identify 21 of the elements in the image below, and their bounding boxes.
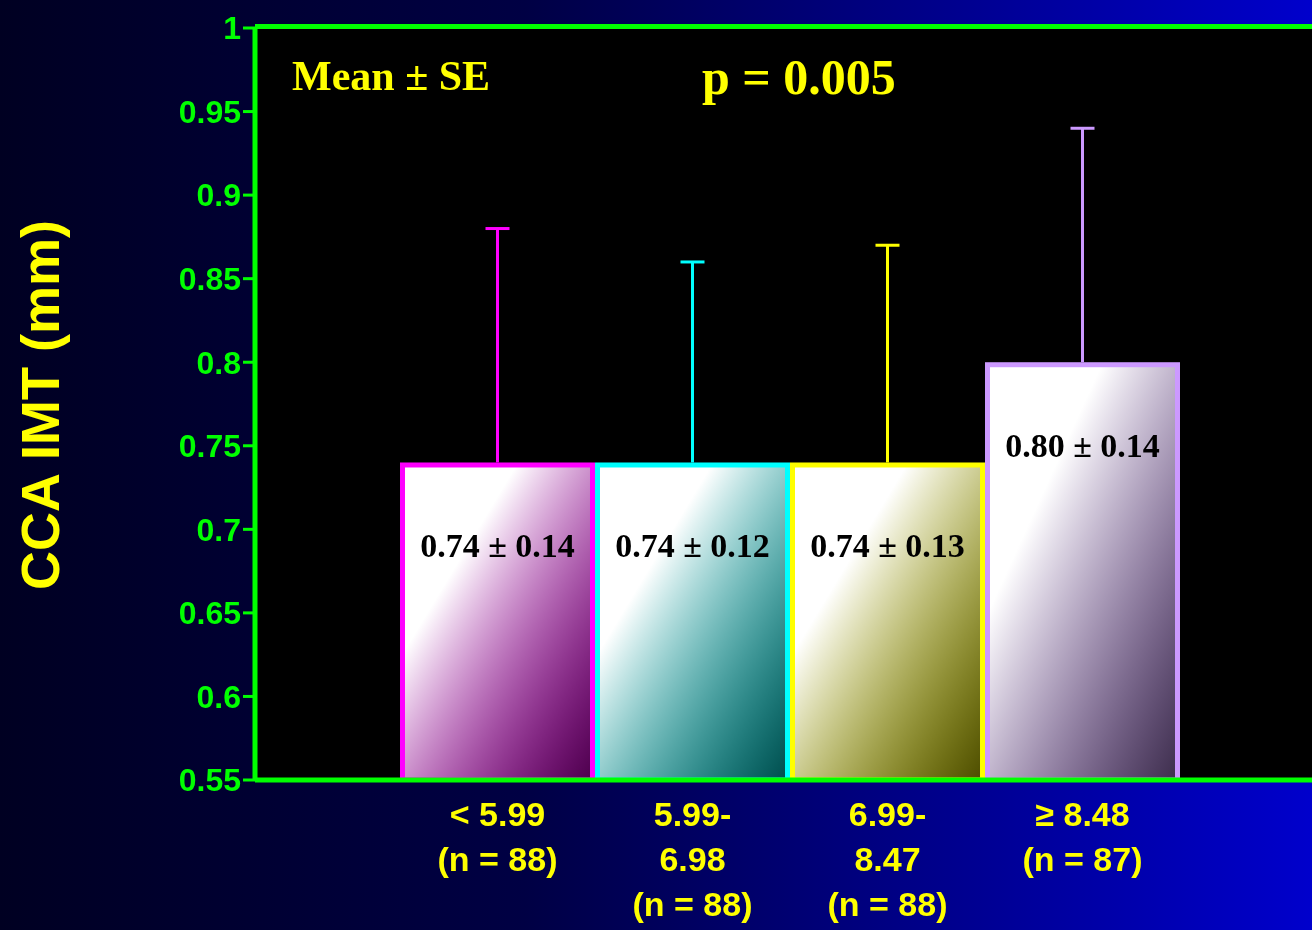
y-tick-label: 0.7	[196, 511, 241, 548]
x-tick-label: < 5.99 (n = 88)	[437, 795, 558, 878]
y-tick-label: 1	[223, 10, 241, 47]
x-tick-label: ≥ 8.48 (n = 87)	[1022, 795, 1143, 878]
y-tick-label: 0.75	[178, 428, 241, 465]
data-label: 0.74 ± 0.12	[615, 527, 770, 565]
annotation: Mean ± SE	[292, 52, 491, 100]
y-tick-label: 0.8	[196, 344, 241, 381]
data-label: 0.74 ± 0.14	[420, 527, 575, 565]
x-tick-label: 6.99- 8.47 (n = 88)	[827, 795, 948, 923]
y-tick-label: 0.85	[178, 261, 241, 298]
y-tick-label: 0.65	[178, 595, 241, 632]
y-axis-title: CCA IMT (mm)	[9, 220, 71, 590]
x-tick-label: 5.99- 6.98 (n = 88)	[632, 795, 753, 923]
data-label: 0.74 ± 0.13	[810, 527, 965, 565]
annotation: p = 0.005	[702, 48, 896, 106]
y-tick-label: 0.55	[178, 762, 241, 799]
data-label: 0.80 ± 0.14	[1005, 427, 1160, 465]
y-tick-label: 0.6	[196, 678, 241, 715]
y-tick-label: 0.9	[196, 177, 241, 214]
y-tick-label: 0.95	[178, 93, 241, 130]
